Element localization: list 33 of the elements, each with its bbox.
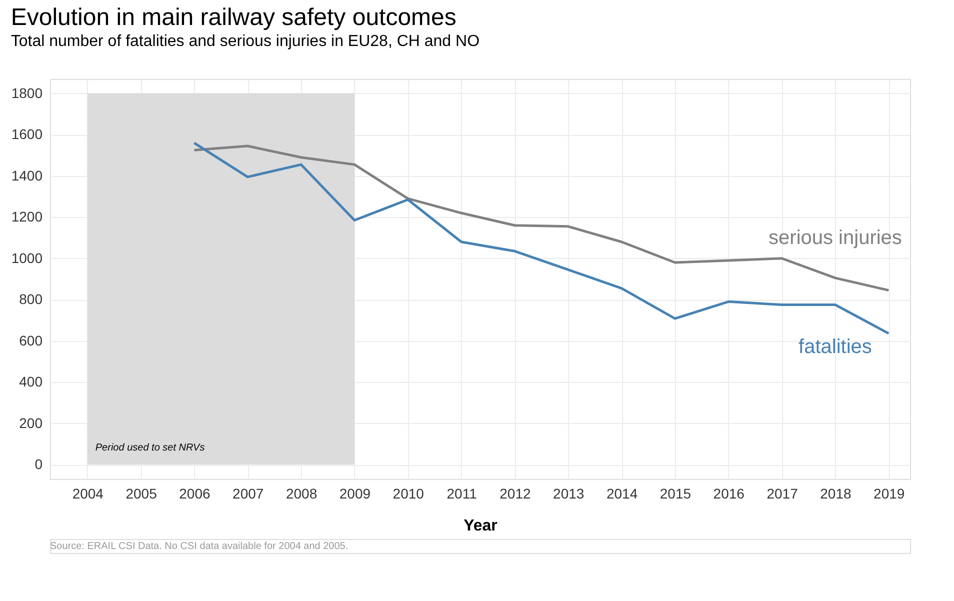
y-tick-label: 400 [19,374,43,390]
y-tick-label: 1200 [11,208,43,225]
x-tick-label: 2012 [500,486,531,502]
x-axis-title: Year [464,518,498,534]
x-tick-label: 2018 [820,486,852,502]
x-tick-label: 2011 [446,486,478,502]
y-tick-label: 1000 [11,250,43,266]
series-label: fatalities [798,336,872,358]
x-tick-label: 2010 [392,486,424,502]
y-tick-label: 200 [19,414,43,431]
x-tick-label: 2005 [126,486,158,502]
source-note: Source: ERAIL CSI Data. No CSI data available for 2004 and 2005. [50,541,348,552]
x-tick-label: 2019 [874,486,905,502]
x-tick-label: 2013 [553,486,584,502]
y-tick-label: 1600 [11,126,43,142]
y-tick-label: 0 [34,456,43,472]
series-label: serious injuries [768,226,902,249]
x-tick-label: 2016 [713,486,745,502]
y-tick-label: 1800 [11,84,43,101]
y-tick-label: 1400 [11,167,43,184]
x-tick-label: 2014 [606,486,638,502]
band-label: Period used to set NRVs [95,442,205,454]
x-tick-label: 2007 [232,486,264,502]
y-tick-label: 800 [19,291,43,308]
x-tick-label: 2017 [766,486,798,502]
chart-title: Evolution in main railway safety outcomes [10,4,456,31]
x-tick-label: 2015 [660,486,692,502]
x-tick-label: 2004 [72,486,104,502]
x-tick-label: 2008 [286,486,318,502]
x-tick-label: 2009 [339,486,371,502]
chart-subtitle: Total number of fatalities and serious injuries in EU28, CH and NO [10,33,480,50]
y-tick-label: 600 [19,332,43,348]
x-tick-label: 2006 [179,486,211,502]
